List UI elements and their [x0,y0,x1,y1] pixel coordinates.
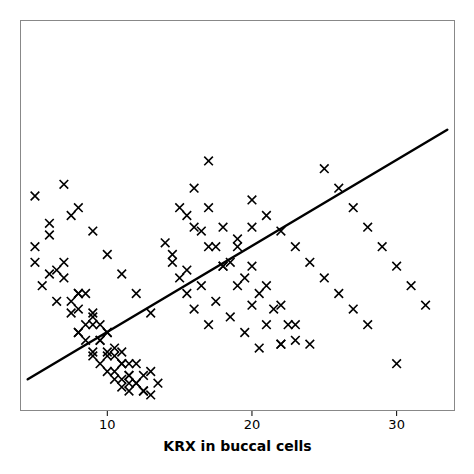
svg-text:20: 20 [244,417,261,432]
svg-text:10: 10 [99,417,116,432]
svg-text:KRX in buccal cells: KRX in buccal cells [163,438,311,454]
svg-text:30: 30 [388,417,405,432]
